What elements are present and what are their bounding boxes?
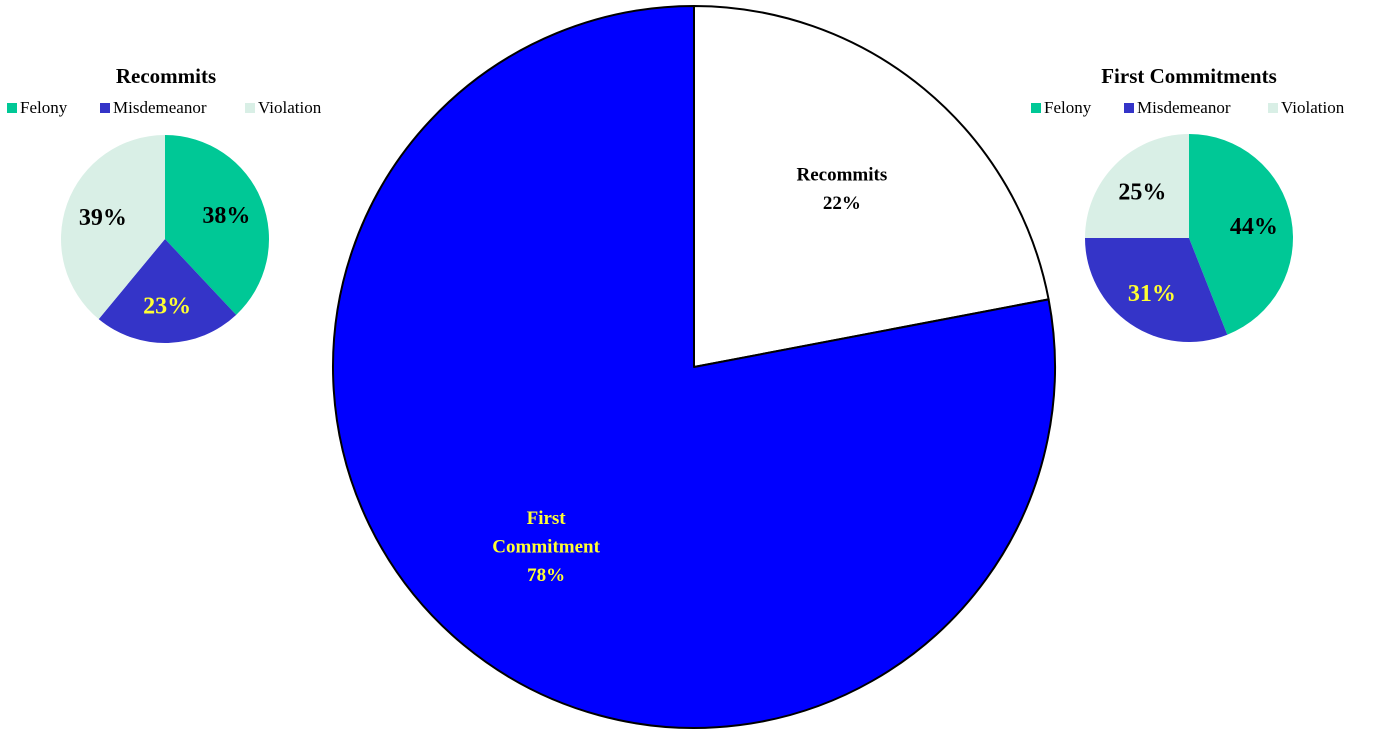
recommits-legend-swatch-misdemeanor [100, 103, 110, 113]
main-pie-slice-first-commitment [332, 5, 1056, 729]
recommits-pie: 38% 23% 39% [60, 135, 270, 344]
first-commitments-pie-slice-felony [1189, 134, 1294, 335]
first-commitments-legend-item-violation: Violation [1268, 98, 1345, 117]
recommits-legend-swatch-felony [7, 103, 17, 113]
recommits-pie-label-violation: 39% [79, 205, 127, 231]
recommits-pie-slice-misdemeanor [98, 239, 237, 344]
first-commitments-chart-title: First Commitments [1101, 64, 1277, 88]
first-commitments-chart: First Commitments Felony Misdemeanor Vio… [1031, 64, 1345, 342]
main-pie-slice-recommits [693, 5, 1050, 368]
first-commitments-legend-item-misdemeanor: Misdemeanor [1124, 98, 1231, 117]
recommits-legend-label-violation: Violation [258, 98, 322, 117]
recommits-legend-item-misdemeanor: Misdemeanor [100, 98, 207, 117]
main-pie-chart: Recommits 22% First Commitment 78% [332, 5, 1056, 729]
first-commitments-pie-slice-violation [1085, 134, 1189, 238]
main-pie-label-first-commitment: First Commitment 78% [492, 508, 600, 586]
recommits-legend-item-felony: Felony [7, 98, 68, 117]
first-commitments-legend-swatch-misdemeanor [1124, 103, 1134, 113]
recommits-chart-title: Recommits [116, 64, 216, 88]
first-commitments-pie-label-felony: 44% [1230, 214, 1278, 240]
first-commitments-legend-swatch-felony [1031, 103, 1041, 113]
recommits-legend-item-violation: Violation [245, 98, 322, 117]
recommits-pie-slice-violation [60, 135, 165, 320]
first-commitments-legend-swatch-violation [1268, 103, 1278, 113]
first-commitments-pie-label-misdemeanor: 31% [1128, 281, 1176, 307]
first-commitments-pie: 44% 31% 25% [1085, 134, 1294, 342]
recommits-legend: Felony Misdemeanor Violation [7, 98, 322, 117]
first-commitments-pie-slice-misdemeanor [1085, 238, 1228, 342]
recommits-pie-label-misdemeanor: 23% [143, 293, 191, 319]
first-commitments-legend-item-felony: Felony [1031, 98, 1092, 117]
first-commitments-legend-label-violation: Violation [1281, 98, 1345, 117]
recommits-chart: Recommits Felony Misdemeanor Violation 3… [7, 64, 322, 344]
main-pie-label-recommits: Recommits 22% [797, 165, 888, 215]
first-commitments-legend-label-misdemeanor: Misdemeanor [1137, 98, 1231, 117]
recommits-pie-slice-felony [165, 135, 270, 315]
first-commitments-pie-label-violation: 25% [1118, 180, 1166, 206]
recommits-legend-swatch-violation [245, 103, 255, 113]
recommits-legend-label-felony: Felony [20, 98, 68, 117]
recommits-pie-label-felony: 38% [202, 203, 250, 229]
first-commitments-legend: Felony Misdemeanor Violation [1031, 98, 1345, 117]
first-commitments-legend-label-felony: Felony [1044, 98, 1092, 117]
recommits-legend-label-misdemeanor: Misdemeanor [113, 98, 207, 117]
